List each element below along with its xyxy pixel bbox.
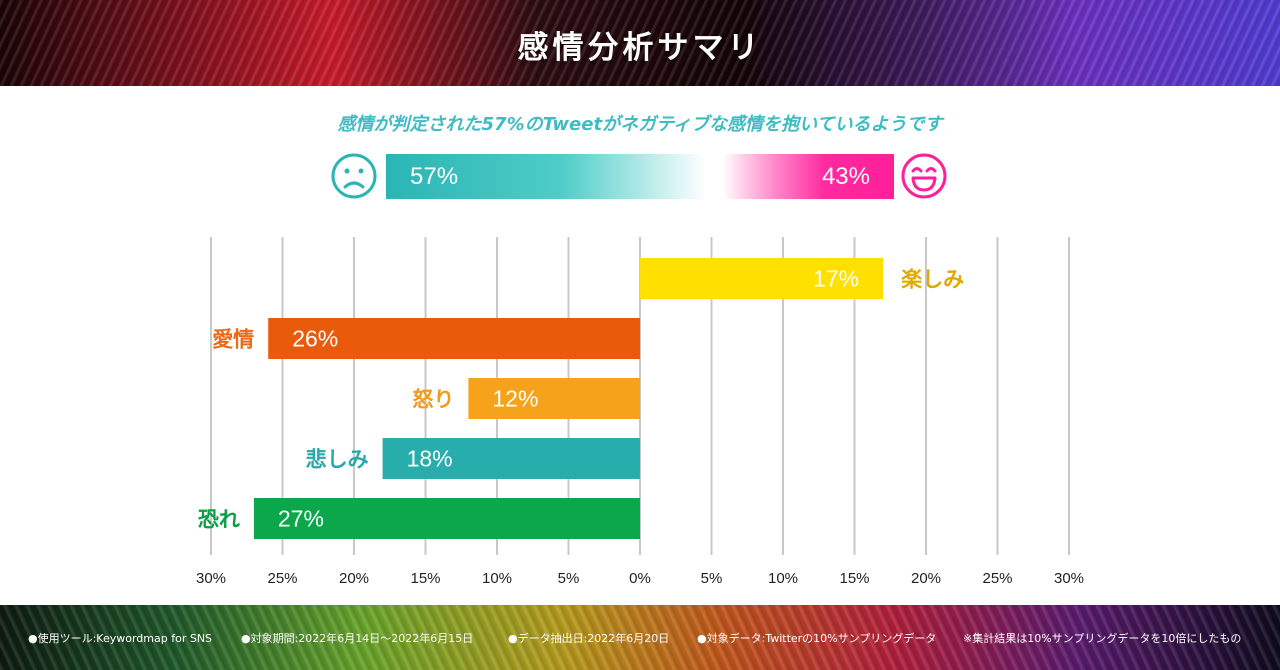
x-tick-label: 20% xyxy=(339,570,369,587)
header-banner: 感情分析サマリ xyxy=(0,0,1280,86)
bar xyxy=(268,318,640,359)
category-label: 悲しみ xyxy=(306,448,369,472)
bar-value-label: 12% xyxy=(492,386,538,412)
bar xyxy=(253,498,640,539)
x-tick-labels: 30% 25% 20% 15% 10% 5% 0% 5% 10% 15% 20% 25% 30% xyxy=(196,570,1084,587)
x-tick-label: 30% xyxy=(1054,570,1084,587)
bar-value-label: 17% xyxy=(813,266,859,292)
x-tick-label: 10% xyxy=(768,570,798,587)
page-title: 感情分析サマリ xyxy=(517,30,763,66)
bars: 17% 楽しみ 26% 愛情 12% 怒り 18% 悲しみ 27% 恐れ xyxy=(198,258,964,539)
x-tick-label: 5% xyxy=(701,570,723,587)
footer-note: ●対象データ:Twitterの10%サンプリングデータ xyxy=(697,632,937,645)
bar xyxy=(640,258,884,299)
positive-sentiment-value: 43% xyxy=(821,163,870,190)
sad-face-icon xyxy=(331,153,377,199)
footer-note: ●データ抽出日:2022年6月20日 xyxy=(508,632,670,645)
x-tick-label: 10% xyxy=(482,570,512,587)
x-tick-label: 0% xyxy=(629,570,651,587)
bar-value-label: 26% xyxy=(292,326,338,352)
bar-value-label: 27% xyxy=(278,506,324,532)
footer-banner xyxy=(0,605,1280,670)
x-tick-label: 30% xyxy=(196,570,226,587)
x-tick-label: 20% xyxy=(911,570,941,587)
bar-value-label: 18% xyxy=(407,446,453,472)
category-label: 怒り xyxy=(412,388,454,412)
bar xyxy=(468,378,640,419)
summary-subtitle: 感情が判定された57%のTweetがネガティブな感情を抱いているようです xyxy=(337,114,943,135)
positive-sentiment-bar: 43% xyxy=(722,154,894,199)
x-tick-label: 5% xyxy=(558,570,580,587)
category-label: 楽しみ xyxy=(901,268,964,292)
happy-face-icon xyxy=(901,153,947,199)
category-label: 愛情 xyxy=(212,328,254,352)
negative-sentiment-bar: 57% xyxy=(386,154,706,199)
x-tick-label: 15% xyxy=(839,570,869,587)
category-label: 恐れ xyxy=(198,508,240,532)
negative-sentiment-value: 57% xyxy=(410,163,459,190)
bar xyxy=(382,438,640,479)
footer-note: ●対象期間:2022年6月14日〜2022年6月15日 xyxy=(241,632,474,645)
emotion-bar-chart: 17% 楽しみ 26% 愛情 12% 怒り 18% 悲しみ 27% 恐れ 30% 25% 20% 15%… xyxy=(196,237,1084,587)
x-tick-label: 25% xyxy=(267,570,297,587)
x-tick-label: 25% xyxy=(982,570,1012,587)
footer-note: ※集計結果は10%サンプリングデータを10倍にしたもの xyxy=(963,632,1242,645)
x-tick-label: 15% xyxy=(410,570,440,587)
footer-note: ●使用ツール:Keywordmap for SNS xyxy=(28,632,213,645)
